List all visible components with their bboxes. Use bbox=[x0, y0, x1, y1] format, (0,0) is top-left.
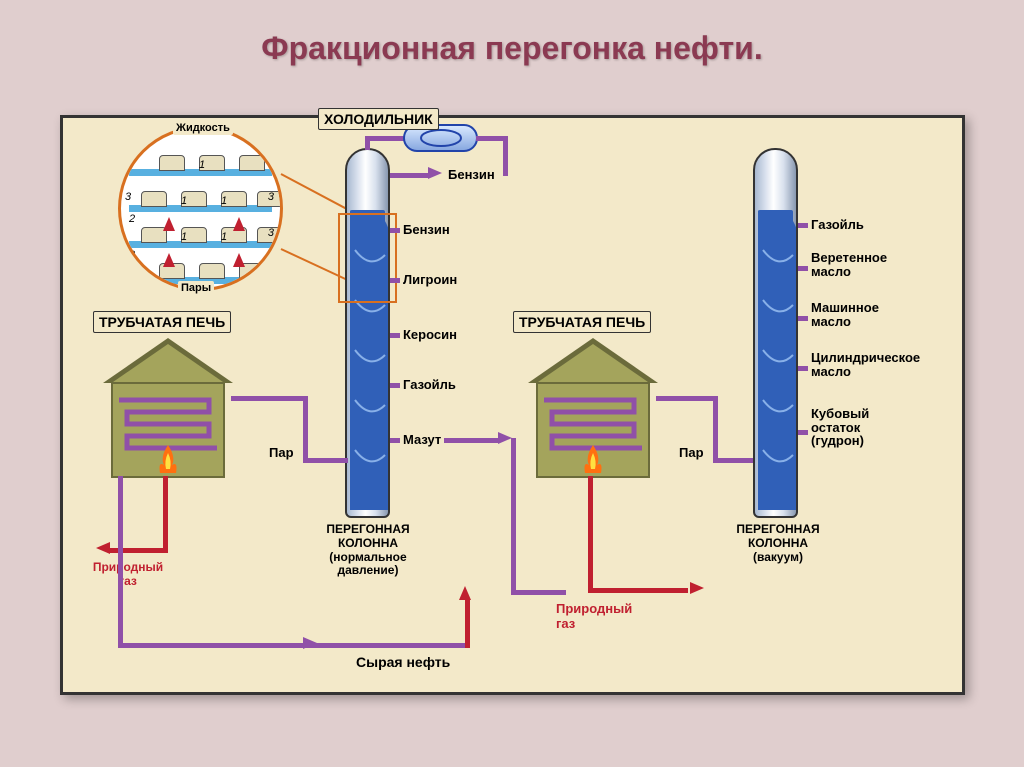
column1-caption: ПЕРЕГОННАЯ КОЛОННА (нормальное давление) bbox=[303, 523, 433, 578]
tray-num-3b: 3 bbox=[268, 191, 274, 203]
page-title: Фракционная перегонка нефти. bbox=[0, 0, 1024, 85]
column-1 bbox=[345, 148, 390, 518]
col2-out-4: Кубовый остаток (гудрон) bbox=[808, 406, 872, 449]
furnace-2 bbox=[528, 338, 658, 478]
col2-out-2: Машинное масло bbox=[808, 300, 882, 329]
furnace2-label: ТРУБЧАТАЯ ПЕЧЬ bbox=[513, 311, 651, 333]
tray-num-1e: 1 bbox=[221, 231, 227, 243]
col2-out-0: Газойль bbox=[808, 216, 867, 233]
col2-out-3: Цилиндрическое масло bbox=[808, 350, 923, 379]
column-2 bbox=[753, 148, 798, 518]
cooler-label: ХОЛОДИЛЬНИК bbox=[318, 108, 439, 130]
distillation-diagram: 1 1 1 1 1 2 2 3 3 3 Жидкость Пары ХОЛОДИ… bbox=[60, 115, 965, 695]
tray-num-1a: 1 bbox=[199, 159, 205, 171]
col1-out-ligroin: Лигроин bbox=[400, 271, 460, 288]
col1-out-gazoil: Газойль bbox=[400, 376, 459, 393]
tray-num-2b: 2 bbox=[129, 249, 135, 261]
col2-out-1: Веретенное масло bbox=[808, 250, 890, 279]
column2-caption: ПЕРЕГОННАЯ КОЛОННА (вакуум) bbox=[713, 523, 843, 564]
tray-num-3a: 3 bbox=[125, 191, 131, 203]
furnace1-label: ТРУБЧАТАЯ ПЕЧЬ bbox=[93, 311, 231, 333]
tray-detail-circle: 1 1 1 1 1 2 2 3 3 3 bbox=[118, 126, 283, 291]
natgas1-label: Природный газ bbox=[78, 561, 178, 589]
detail-liquid-label: Жидкость bbox=[173, 121, 233, 135]
vapor1-label: Пар bbox=[266, 444, 297, 461]
natgas2-label: Природный газ bbox=[553, 600, 635, 632]
callout-line-top bbox=[281, 173, 353, 212]
tray-highlight-box bbox=[338, 213, 397, 303]
tray-num-1c: 1 bbox=[221, 195, 227, 207]
tray-num-1b: 1 bbox=[181, 195, 187, 207]
col1-out-mazut: Мазут bbox=[400, 431, 444, 448]
tray-num-1d: 1 bbox=[181, 231, 187, 243]
detail-vapors-label: Пары bbox=[178, 281, 214, 295]
furnace-1 bbox=[103, 338, 233, 478]
tray-num-3c: 3 bbox=[268, 227, 274, 239]
col1-out-benzin: Бензин bbox=[400, 221, 453, 238]
tray-num-2a: 2 bbox=[129, 213, 135, 225]
crude-oil-label: Сырая нефть bbox=[353, 653, 453, 671]
col1-out-benzin-top: Бензин bbox=[445, 166, 498, 183]
vapor2-label: Пар bbox=[676, 444, 707, 461]
col1-out-kerosin: Керосин bbox=[400, 326, 460, 343]
